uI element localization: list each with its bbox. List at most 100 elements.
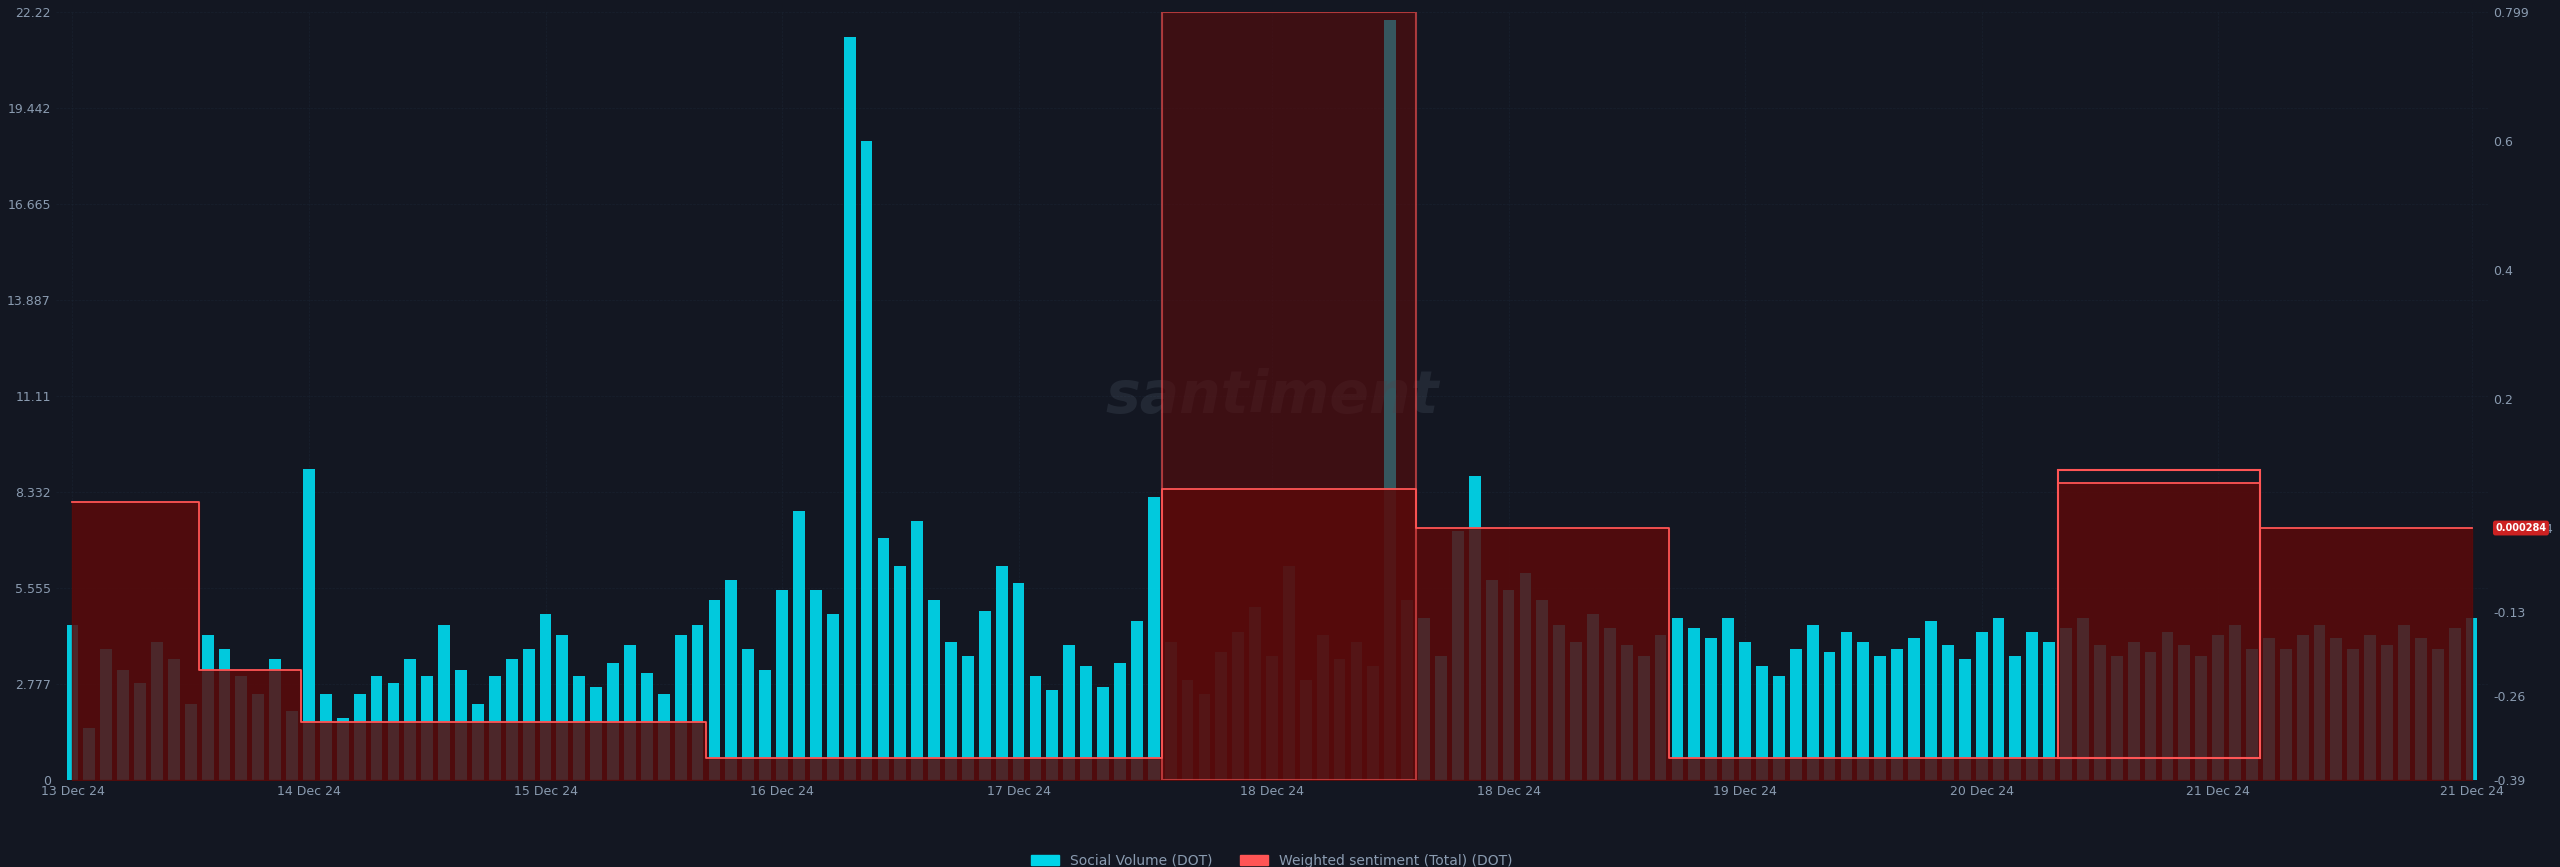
Bar [371, 676, 381, 780]
Bar [1132, 621, 1142, 780]
Bar [760, 669, 771, 780]
Bar [2432, 649, 2445, 780]
Bar [878, 538, 888, 780]
Bar [133, 683, 146, 780]
Bar [2196, 655, 2207, 780]
Bar [2028, 631, 2038, 780]
Bar [404, 659, 417, 780]
Bar [1521, 573, 1531, 780]
Bar [742, 649, 755, 780]
Bar [1789, 649, 1802, 780]
Bar [591, 687, 602, 780]
Bar [320, 694, 333, 780]
Bar [1183, 680, 1193, 780]
Bar [1385, 20, 1395, 780]
Bar [1992, 617, 2004, 780]
Bar [860, 140, 873, 780]
Bar [522, 649, 535, 780]
Bar [1943, 645, 1953, 780]
Bar [1334, 659, 1347, 780]
Bar [1352, 642, 1362, 780]
Bar [2076, 617, 2089, 780]
Bar [1638, 655, 1649, 780]
Bar [1503, 590, 1516, 780]
Bar [387, 683, 399, 780]
Bar [1807, 624, 1818, 780]
Bar [911, 521, 924, 780]
Bar [945, 642, 957, 780]
Bar [1672, 617, 1684, 780]
Bar [471, 704, 484, 780]
Bar [151, 642, 164, 780]
Bar [2127, 642, 2140, 780]
Bar [1554, 624, 1564, 780]
Bar [1536, 601, 1549, 780]
Bar [2010, 655, 2022, 780]
Bar [2263, 638, 2276, 780]
Bar [2161, 631, 2173, 780]
Bar [996, 566, 1009, 780]
Bar [202, 635, 212, 780]
Bar [1723, 617, 1733, 780]
Bar [1165, 642, 1178, 780]
Bar [2212, 635, 2225, 780]
Bar [573, 676, 586, 780]
Bar [1620, 645, 1633, 780]
Bar [2314, 624, 2324, 780]
Bar [845, 36, 855, 780]
Bar [1267, 655, 1277, 780]
Bar [1436, 655, 1446, 780]
Bar [963, 655, 973, 780]
Bar [658, 694, 671, 780]
Bar [438, 624, 451, 780]
Bar [507, 659, 517, 780]
Bar [1925, 621, 1938, 780]
Bar [2414, 638, 2427, 780]
Bar [1147, 497, 1160, 780]
Bar [422, 676, 433, 780]
Bar [1569, 642, 1582, 780]
Bar [556, 635, 568, 780]
Bar [2281, 649, 2291, 780]
Bar [1316, 635, 1329, 780]
Bar [794, 511, 804, 780]
Bar [607, 662, 620, 780]
Bar [1587, 614, 1600, 780]
Bar [1874, 655, 1887, 780]
Bar [1654, 635, 1667, 780]
Bar [1029, 676, 1042, 780]
Bar [776, 590, 788, 780]
Bar [2296, 635, 2309, 780]
Bar [625, 645, 635, 780]
Bar [2245, 649, 2258, 780]
Bar [1841, 631, 1853, 780]
Bar [1892, 649, 1902, 780]
Bar [1216, 652, 1226, 780]
Bar [2094, 645, 2107, 780]
Bar [1774, 676, 1784, 780]
Bar [353, 694, 366, 780]
Bar [236, 676, 248, 780]
Bar [2043, 642, 2056, 780]
Legend: Social Volume (DOT), Weighted sentiment (Total) (DOT): Social Volume (DOT), Weighted sentiment … [1027, 848, 1518, 867]
Bar [676, 635, 686, 780]
Bar [2330, 638, 2342, 780]
Bar [1738, 642, 1751, 780]
Bar [456, 669, 466, 780]
Bar [118, 669, 128, 780]
Bar [2179, 645, 2191, 780]
Bar [1859, 642, 1869, 780]
Bar [100, 649, 113, 780]
Bar [218, 649, 230, 780]
Bar [809, 590, 822, 780]
Text: 0.000284: 0.000284 [2496, 523, 2547, 533]
Bar [1231, 631, 1244, 780]
Bar [1976, 631, 1987, 780]
Bar [2381, 645, 2394, 780]
Bar [540, 614, 550, 780]
Bar [287, 711, 297, 780]
Bar [1452, 531, 1464, 780]
Bar [1485, 580, 1498, 780]
Bar [1367, 666, 1380, 780]
Bar [2058, 470, 2260, 758]
